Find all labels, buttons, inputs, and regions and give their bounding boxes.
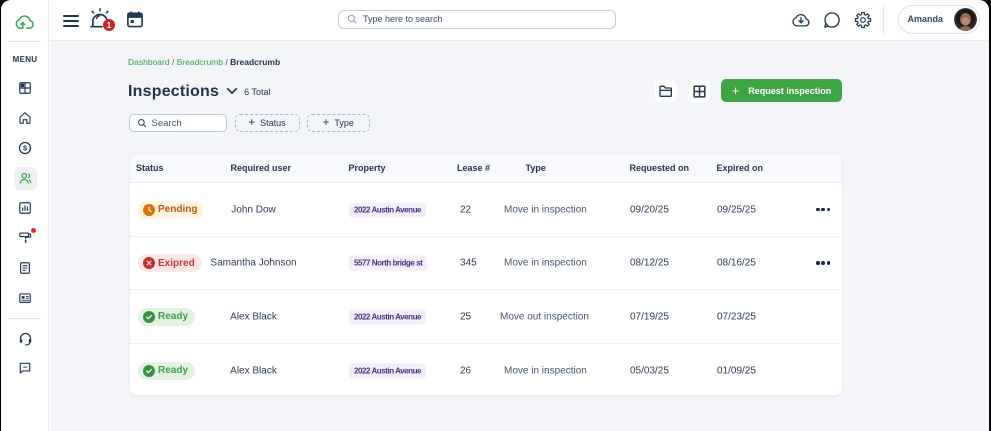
svg-text:$: $ — [23, 143, 27, 152]
